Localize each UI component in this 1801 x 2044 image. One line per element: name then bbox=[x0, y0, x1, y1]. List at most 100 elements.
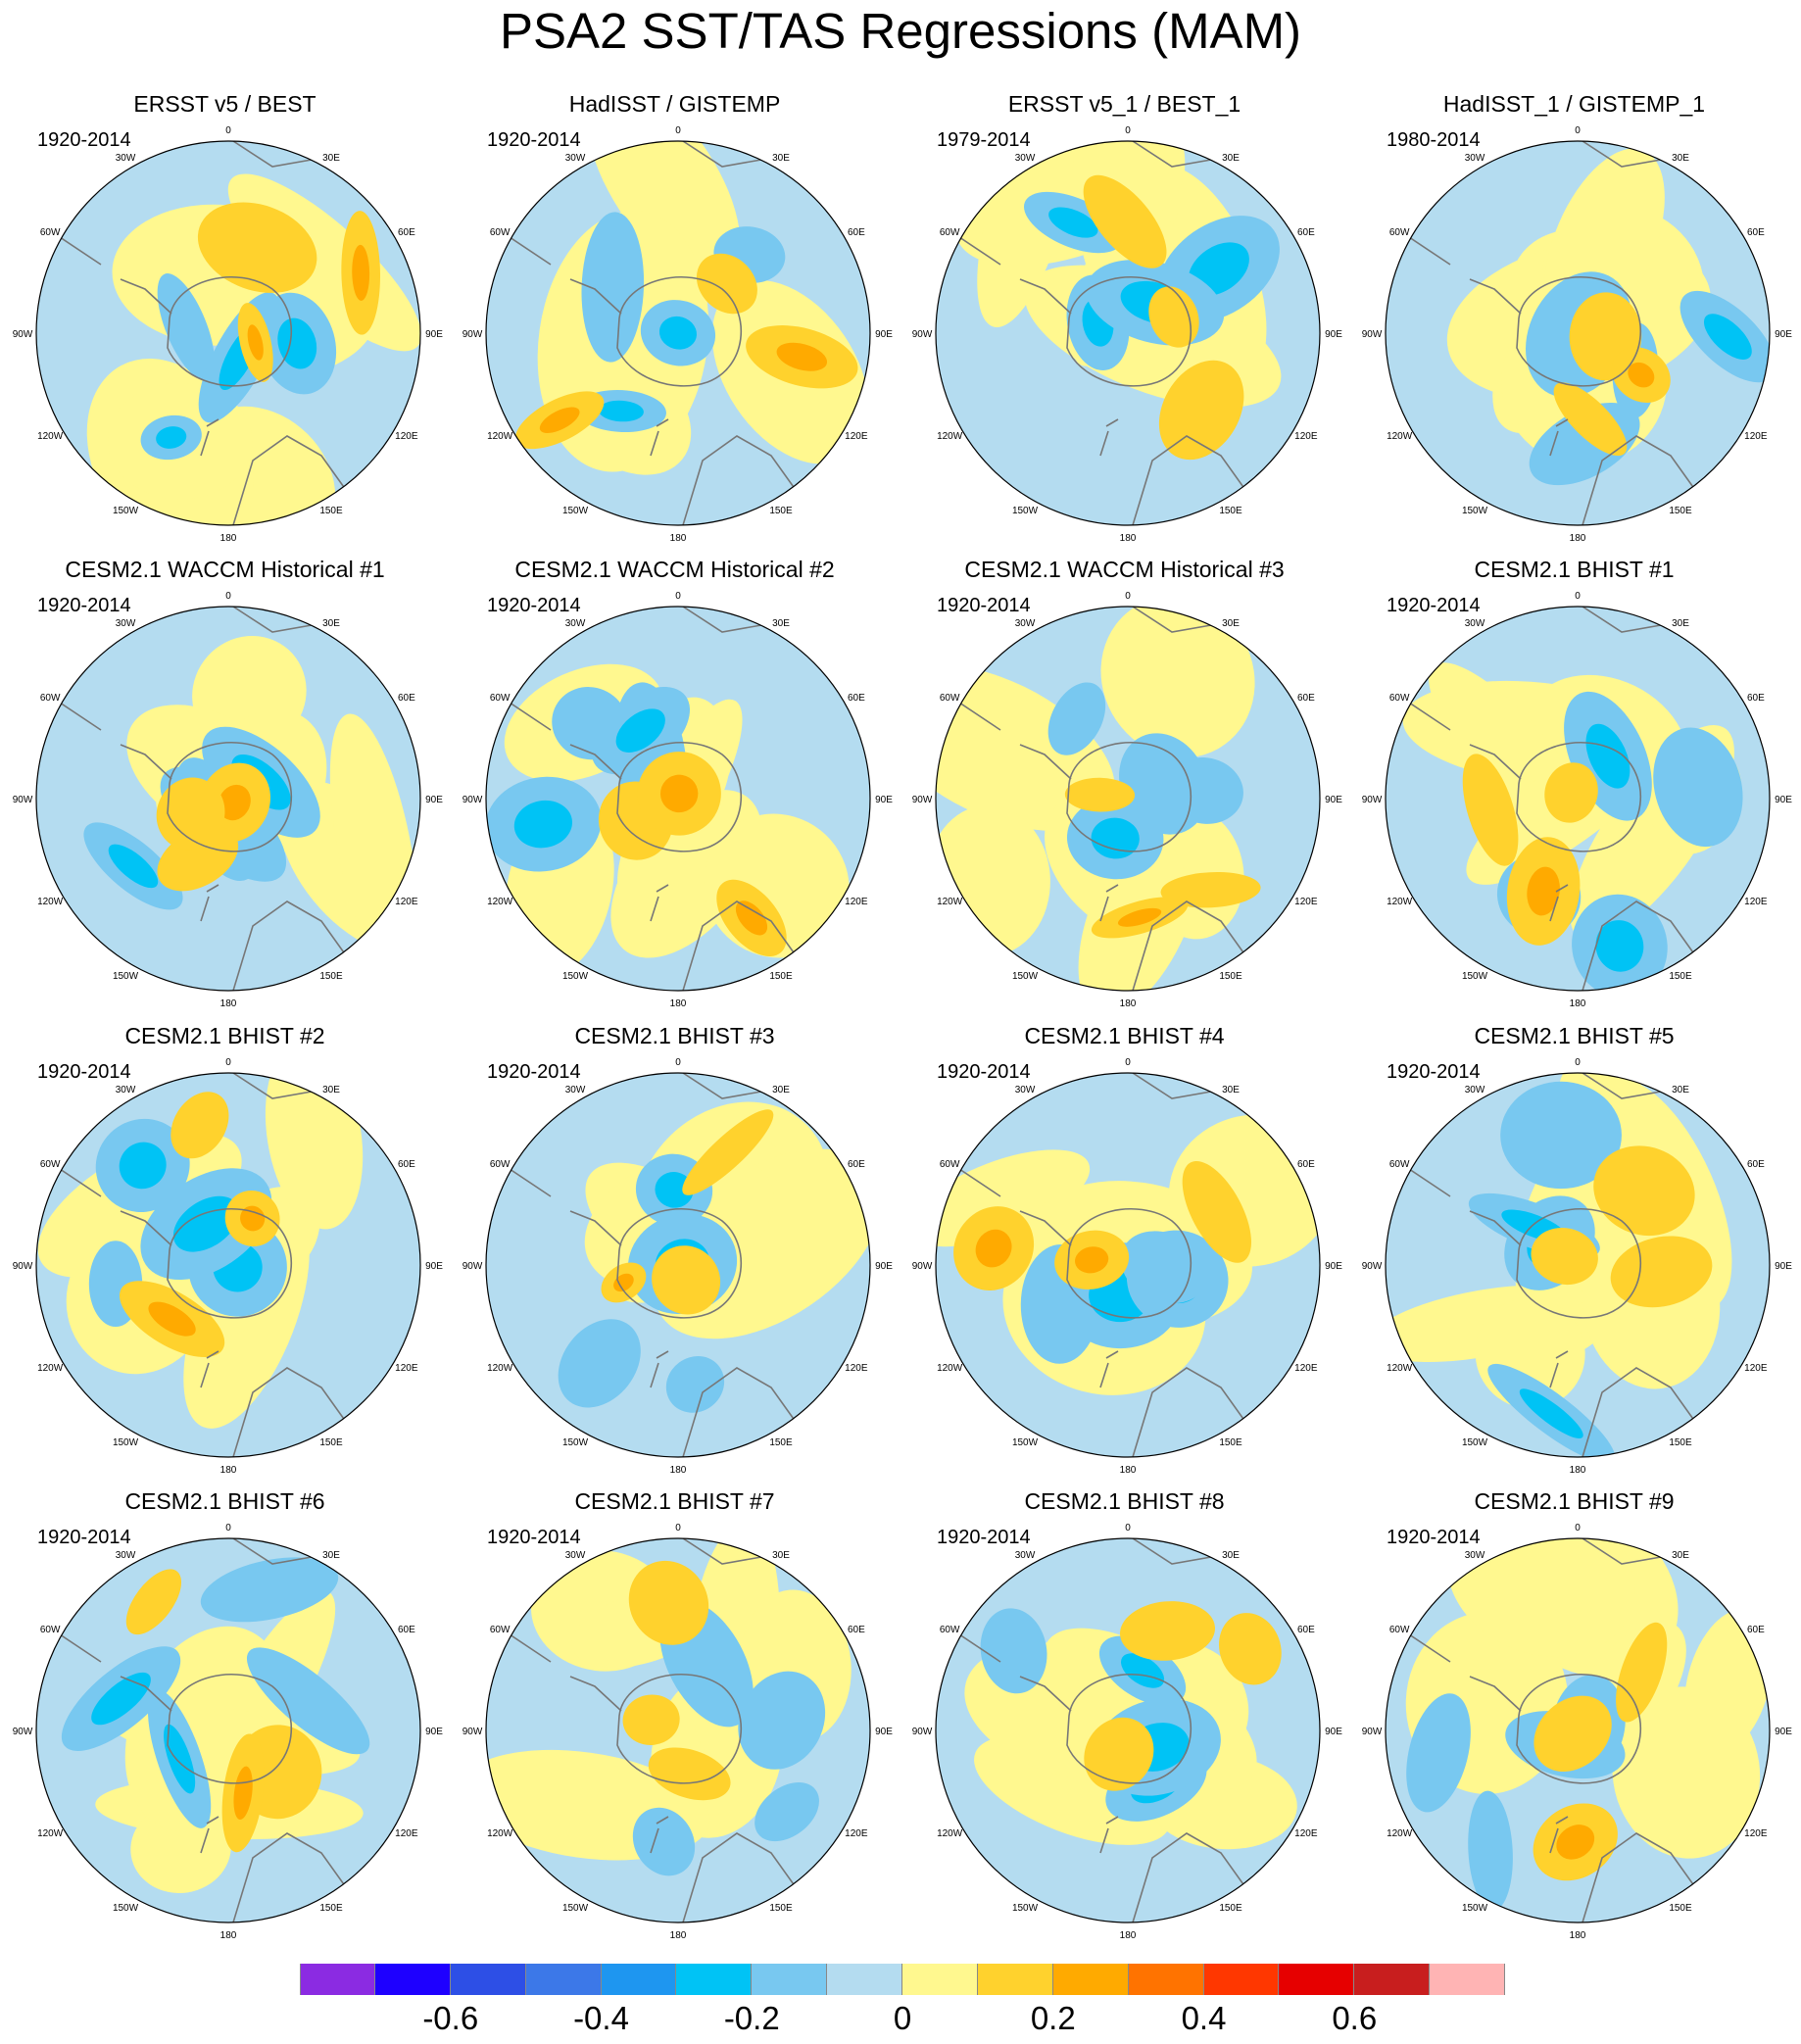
longitude-label: 120W bbox=[937, 1363, 963, 1374]
longitude-label: 90W bbox=[462, 329, 483, 340]
panel-title: CESM2.1 BHIST #4 bbox=[1024, 1023, 1225, 1048]
warm-anomaly-peak bbox=[735, 900, 768, 936]
antarctic-peninsula bbox=[1019, 1210, 1072, 1246]
longitude-label: 90W bbox=[13, 1261, 33, 1272]
longitude-label: 30W bbox=[1465, 618, 1485, 629]
antarctica-coastline bbox=[1066, 276, 1193, 387]
longitude-label: 0 bbox=[1575, 1523, 1581, 1533]
warm-anomaly-peak bbox=[659, 774, 699, 813]
panel-period: 1979-2014 bbox=[937, 129, 1031, 151]
australia-coastline bbox=[1582, 435, 1696, 525]
colorbar-swatch bbox=[827, 1964, 902, 1995]
map-panel: 0 30E 60E 90E 120E 150E 180 150W 120W 90W 60W 30W Ha… bbox=[450, 90, 900, 553]
colorbar-swatch bbox=[1052, 1964, 1129, 1995]
panel-title: CESM2.1 BHIST #8 bbox=[1024, 1488, 1225, 1514]
australia-coastline bbox=[1582, 1832, 1696, 1922]
antarctica-coastline bbox=[616, 742, 743, 852]
longitude-label: 120E bbox=[845, 1363, 868, 1374]
africa-coastline bbox=[682, 1073, 762, 1099]
map-border bbox=[485, 606, 871, 992]
longitude-label: 60E bbox=[848, 693, 865, 704]
africa-coastline bbox=[1132, 1538, 1212, 1565]
colorbar: -0.6 -0.4 -0.2 0 0.2 0.4 0.6 bbox=[300, 1964, 1505, 2038]
longitude-label: 0 bbox=[1575, 1057, 1581, 1068]
cool-anomaly bbox=[1653, 727, 1743, 848]
cool-anomaly bbox=[1406, 1693, 1471, 1813]
map-border bbox=[935, 1072, 1321, 1458]
polar-map: 0 30E 60E 90E 120E 150E 180 150W 120W 90W 60W 30W bbox=[13, 1057, 444, 1476]
warm-anomaly-core bbox=[648, 1747, 731, 1801]
longitude-label: 90E bbox=[875, 795, 893, 805]
australia-coastline bbox=[1132, 1832, 1246, 1922]
polar-map: 0 30E 60E 90E 120E 150E 180 150W 120W 90W 60W 30W bbox=[462, 591, 894, 1009]
longitude-label: 90E bbox=[875, 1261, 893, 1272]
panel-period: 1920-2014 bbox=[487, 595, 581, 616]
longitude-label: 150W bbox=[562, 1903, 589, 1914]
longitude-label: 150E bbox=[769, 1903, 793, 1914]
polar-map: 0 30E 60E 90E 120E 150E 180 150W 120W 90W 60W 30W bbox=[13, 1523, 444, 1941]
longitude-label: 180 bbox=[220, 998, 237, 1009]
longitude-label: 150E bbox=[1669, 971, 1692, 982]
panel-period: 1920-2014 bbox=[1387, 1527, 1481, 1548]
warm-anomaly-peak bbox=[1117, 907, 1162, 927]
panel-period: 1920-2014 bbox=[37, 1061, 131, 1083]
longitude-label: 90W bbox=[13, 795, 33, 805]
map-panel: 0 30E 60E 90E 120E 150E 180 150W 120W 90W 60W 30W CE… bbox=[1349, 1487, 1799, 1950]
cool-anomaly-core bbox=[1585, 723, 1631, 789]
new-zealand-coastline bbox=[650, 1816, 669, 1854]
antarctic-peninsula bbox=[1019, 1676, 1072, 1712]
map-border bbox=[35, 140, 421, 526]
warm-anomaly-core bbox=[682, 1109, 774, 1195]
longitude-label: 60W bbox=[1389, 693, 1410, 704]
longitude-label: 30E bbox=[1222, 1085, 1240, 1095]
longitude-label: 60W bbox=[1389, 1159, 1410, 1170]
cool-anomaly bbox=[980, 1608, 1047, 1694]
longitude-label: 60E bbox=[1297, 1625, 1315, 1635]
longitude-label: 60W bbox=[40, 227, 61, 238]
panel-grid: 0 30E 60E 90E 120E 150E 180 150W 120W 90W 60W 30W ER… bbox=[0, 90, 1799, 1941]
longitude-label: 90E bbox=[1325, 1261, 1342, 1272]
longitude-label: 180 bbox=[1570, 533, 1586, 544]
panel-period: 1920-2014 bbox=[487, 1527, 581, 1548]
colorbar-tick-label: -0.2 bbox=[723, 2000, 780, 2036]
longitude-label: 90W bbox=[1362, 795, 1383, 805]
africa-coastline bbox=[1582, 1073, 1662, 1099]
warm-anomaly-core bbox=[1064, 777, 1136, 812]
map-panel: 0 30E 60E 90E 120E 150E 180 150W 120W 90W 60W 30W ER… bbox=[0, 90, 450, 553]
longitude-label: 90E bbox=[1325, 329, 1342, 340]
antarctic-peninsula bbox=[569, 278, 622, 315]
map-border bbox=[1385, 1537, 1771, 1923]
cool-anomaly-core bbox=[655, 1172, 694, 1208]
antarctica-coastline bbox=[1066, 1208, 1193, 1319]
figure-title: PSA2 SST/TAS Regressions (MAM) bbox=[499, 3, 1302, 59]
antarctica-coastline bbox=[167, 1674, 293, 1784]
map-panel: 0 30E 60E 90E 120E 150E 180 150W 120W 90W 60W 30W CE… bbox=[1349, 556, 1799, 1018]
longitude-label: 60W bbox=[490, 227, 511, 238]
longitude-label: 90W bbox=[1362, 1727, 1383, 1737]
longitude-label: 120E bbox=[395, 1828, 418, 1839]
longitude-label: 60W bbox=[940, 1159, 960, 1170]
map-panel: 0 30E 60E 90E 120E 150E 180 150W 120W 90W 60W 30W ER… bbox=[900, 90, 1349, 553]
map-border bbox=[485, 1537, 871, 1923]
polar-map: 0 30E 60E 90E 120E 150E 180 150W 120W 90W 60W 30W bbox=[462, 125, 894, 544]
polar-map: 0 30E 60E 90E 120E 150E 180 150W 120W 90W 60W 30W bbox=[1362, 125, 1793, 544]
cool-anomaly-core bbox=[1091, 817, 1140, 859]
longitude-label: 120W bbox=[37, 897, 64, 907]
map-border bbox=[935, 1537, 1321, 1923]
new-zealand-coastline bbox=[200, 884, 219, 922]
warm-anomaly-core bbox=[628, 1560, 709, 1645]
australia-coastline bbox=[682, 1832, 797, 1922]
cool-anomaly-core bbox=[1595, 920, 1644, 972]
longitude-label: 150E bbox=[319, 971, 343, 982]
longitude-label: 120W bbox=[487, 431, 513, 442]
longitude-label: 90E bbox=[1775, 1727, 1792, 1737]
warm-anomaly-peak bbox=[240, 1205, 266, 1232]
map-panel: 0 30E 60E 90E 120E 150E 180 150W 120W 90W 60W 30W CE… bbox=[900, 556, 1349, 1018]
longitude-label: 90W bbox=[912, 795, 933, 805]
colorbar-swatch bbox=[601, 1964, 677, 1995]
longitude-label: 180 bbox=[1570, 998, 1586, 1009]
longitude-label: 120W bbox=[37, 1828, 64, 1839]
africa-coastline bbox=[1582, 141, 1662, 168]
longitude-label: 30W bbox=[1465, 153, 1485, 164]
panel-title: CESM2.1 WACCM Historical #3 bbox=[964, 557, 1285, 582]
